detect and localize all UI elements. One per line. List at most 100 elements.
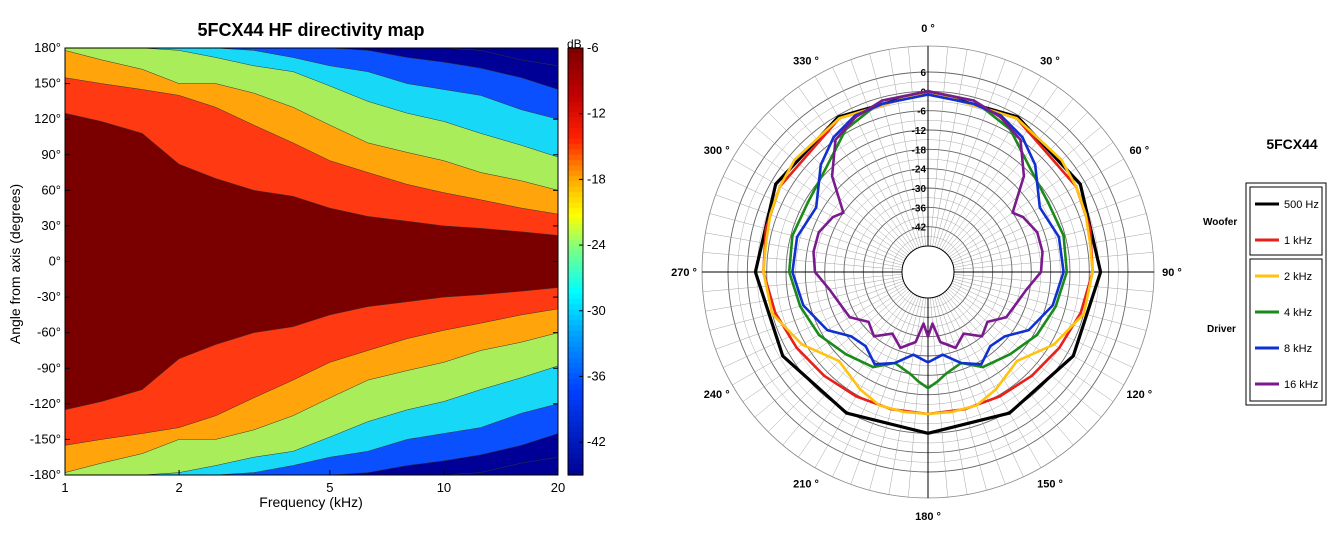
colorbar-segment	[568, 394, 583, 401]
polar-radial-label: -36	[912, 203, 927, 214]
polar-center-hole	[901, 245, 955, 299]
colorbar-segment	[568, 314, 583, 321]
polar-grid-spoke	[888, 49, 924, 247]
heatmap-contour-bands	[64, 47, 559, 476]
colorbar-segment	[568, 309, 583, 316]
colorbar-segment	[568, 165, 583, 172]
colorbar-segment	[568, 224, 583, 231]
polar-grid-spoke	[934, 53, 987, 247]
colorbar-segment	[568, 106, 583, 113]
colorbar-segment	[568, 458, 583, 465]
colorbar-segment	[568, 170, 583, 177]
polar-grid-spoke	[888, 297, 924, 495]
colorbar-segment	[568, 416, 583, 423]
colorbar-segment	[568, 330, 583, 337]
polar-grid-spoke	[742, 286, 907, 402]
colorbar-segment	[568, 293, 583, 300]
heatmap-y-tick-label: -150°	[30, 431, 61, 446]
heatmap-title: 5FCX44 HF directivity map	[197, 20, 424, 40]
heatmap-y-label: Angle from axis (degrees)	[7, 184, 23, 344]
colorbar-segment	[568, 346, 583, 353]
colorbar-segment	[568, 64, 583, 70]
colorbar-tick-label: -18	[587, 171, 606, 186]
colorbar-segment	[568, 469, 583, 476]
polar-grid-spoke	[932, 297, 968, 495]
polar-grid-spoke	[936, 59, 1006, 248]
colorbar-segment	[568, 389, 583, 396]
legend-frame	[1245, 182, 1327, 406]
polar-radial-label: -18	[912, 145, 927, 156]
colorbar-segment	[568, 192, 583, 199]
colorbar-segment	[568, 464, 583, 471]
colorbar-segment	[568, 250, 583, 257]
polar-angle-label: 240 °	[704, 389, 730, 401]
legend-entry-label: 1 kHz	[1284, 235, 1312, 247]
polar-grid-spoke	[949, 142, 1114, 258]
colorbar-segment	[568, 304, 583, 311]
colorbar-segment	[568, 80, 583, 86]
colorbar-segment	[568, 85, 583, 92]
colorbar-segment	[568, 320, 583, 327]
colorbar-segment	[568, 202, 583, 209]
polar-grid-spoke	[949, 286, 1114, 402]
polar-grid-spoke	[715, 194, 904, 264]
colorbar-segment	[568, 128, 583, 134]
colorbar-segment	[568, 58, 583, 65]
colorbar-segment	[568, 410, 583, 417]
polar-grid-spoke	[944, 98, 1074, 253]
legend-group-driver: Driver	[1207, 324, 1236, 335]
polar-grid-spoke	[940, 294, 1042, 468]
polar-grid-spoke	[953, 276, 1151, 312]
polar-grid-spoke	[934, 297, 987, 491]
polar-radial-label: -42	[912, 223, 927, 234]
colorbar-segment	[568, 154, 583, 161]
polar-grid-spoke	[850, 296, 920, 485]
polar-grid-spoke	[798, 86, 914, 251]
colorbar-segment	[568, 357, 583, 364]
polar-grid-spoke	[798, 293, 914, 458]
polar-grid-spoke	[742, 142, 907, 258]
polar-grid-spoke	[754, 126, 909, 256]
colorbar-tick-label: -42	[587, 434, 606, 449]
colorbar-segment	[568, 282, 583, 289]
heatmap-y-tick-label: -60°	[37, 325, 61, 340]
polar-angle-label: 210 °	[793, 478, 819, 490]
polar-series	[753, 89, 1103, 435]
colorbar	[567, 47, 584, 476]
legend-entry-label: 16 kHz	[1284, 379, 1318, 391]
colorbar-segment	[568, 448, 583, 455]
colorbar-tick-label: -36	[587, 368, 606, 383]
colorbar-tick-label: -24	[587, 237, 606, 252]
polar-angle-label: 30 °	[1040, 56, 1060, 68]
polar-angle-label: 300 °	[704, 145, 730, 157]
polar-grid-spoke	[953, 213, 1147, 266]
polar-grid-spoke	[950, 158, 1124, 260]
polar-grid-spoke	[705, 276, 903, 312]
polar-grid-spoke	[832, 67, 918, 249]
colorbar-tick-label: -30	[587, 303, 606, 318]
polar-radial-label: -30	[912, 184, 927, 195]
colorbar-label: dB	[567, 37, 582, 51]
colorbar-segment	[568, 352, 583, 359]
polar-grid-spoke	[942, 293, 1058, 458]
heatmap-y-tick-label: 60°	[41, 182, 61, 197]
colorbar-segment	[568, 144, 583, 151]
polar-grid-spoke	[709, 278, 903, 331]
colorbar-segment	[568, 426, 583, 433]
polar-grid-spoke	[814, 76, 916, 250]
colorbar-segment	[568, 256, 583, 263]
colorbar-segment	[568, 298, 583, 305]
colorbar-segment	[568, 53, 583, 60]
colorbar-segment	[568, 368, 583, 375]
polar-grid-spoke	[940, 76, 1042, 250]
colorbar-segment	[568, 149, 583, 156]
heatmap-y-tick-label: -120°	[30, 396, 61, 411]
polar-series-16-khz	[812, 90, 1044, 350]
polar-grid-spoke	[946, 112, 1088, 254]
polar-series-500-hz	[753, 89, 1103, 435]
polar-grid-spoke	[702, 252, 903, 270]
polar-grid-spoke	[930, 297, 948, 498]
polar-grid-spoke	[732, 158, 906, 260]
polar-radial-label: -6	[917, 107, 926, 118]
legend: 5FCX44 Woofer Driver 500 Hz 1 kHz 2 kHz 4 k…	[1203, 136, 1327, 406]
